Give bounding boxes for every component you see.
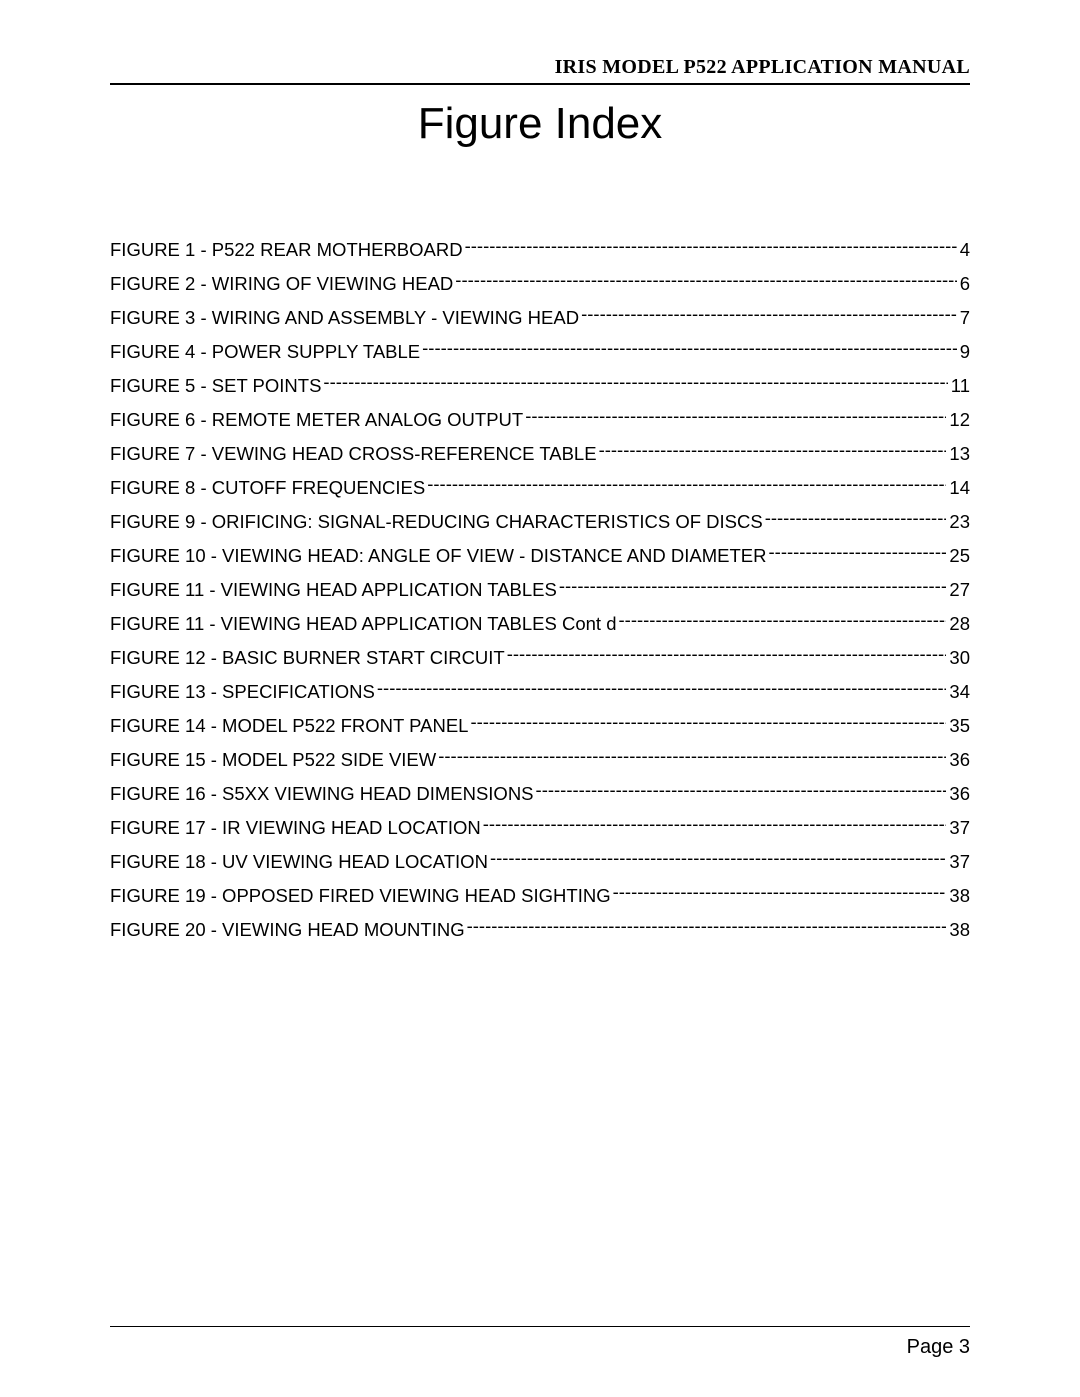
page-title: Figure Index xyxy=(110,99,970,149)
leader-dashes xyxy=(536,781,947,800)
index-row: FIGURE 4 - POWER SUPPLY TABLE 9 xyxy=(110,339,970,361)
index-row: FIGURE 19 - OPPOSED FIRED VIEWING HEAD S… xyxy=(110,883,970,905)
index-entry-label: FIGURE 1 - P522 REAR MOTHERBOARD xyxy=(110,241,465,260)
index-entry-label: FIGURE 14 - MODEL P522 FRONT PANEL xyxy=(110,717,470,736)
leader-dashes xyxy=(483,815,947,834)
index-entry-label: FIGURE 20 - VIEWING HEAD MOUNTING xyxy=(110,921,467,940)
index-row: FIGURE 14 - MODEL P522 FRONT PANEL 35 xyxy=(110,713,970,735)
index-entry-page: 12 xyxy=(946,411,970,430)
index-entry-label: FIGURE 15 - MODEL P522 SIDE VIEW xyxy=(110,751,438,770)
index-entry-page: 25 xyxy=(946,547,970,566)
page: IRIS MODEL P522 APPLICATION MANUAL Figur… xyxy=(0,0,1080,1397)
index-row: FIGURE 12 - BASIC BURNER START CIRCUIT 3… xyxy=(110,645,970,667)
index-entry-page: 37 xyxy=(946,853,970,872)
index-entry-page: 7 xyxy=(957,309,970,328)
leader-dashes xyxy=(467,917,947,936)
leader-dashes xyxy=(525,407,946,426)
index-entry-page: 23 xyxy=(946,513,970,532)
leader-dashes xyxy=(323,373,947,392)
index-entry-label: FIGURE 16 - S5XX VIEWING HEAD DIMENSIONS xyxy=(110,785,536,804)
index-entry-page: 35 xyxy=(946,717,970,736)
index-row: FIGURE 2 - WIRING OF VIEWING HEAD 6 xyxy=(110,271,970,293)
index-entry-label: FIGURE 11 - VIEWING HEAD APPLICATION TAB… xyxy=(110,581,559,600)
header-text: IRIS MODEL P522 APPLICATION MANUAL xyxy=(555,56,970,78)
index-entry-page: 38 xyxy=(946,921,970,940)
leader-dashes xyxy=(581,305,957,324)
index-entry-label: FIGURE 10 - VIEWING HEAD: ANGLE OF VIEW … xyxy=(110,547,769,566)
leader-dashes xyxy=(765,509,947,528)
index-entry-label: FIGURE 11 - VIEWING HEAD APPLICATION TAB… xyxy=(110,615,619,634)
footer-page-number: Page 3 xyxy=(907,1336,970,1359)
index-row: FIGURE 10 - VIEWING HEAD: ANGLE OF VIEW … xyxy=(110,543,970,565)
index-row: FIGURE 8 - CUTOFF FREQUENCIES 14 xyxy=(110,475,970,497)
index-entry-page: 9 xyxy=(957,343,970,362)
index-entry-page: 28 xyxy=(946,615,970,634)
index-entry-label: FIGURE 3 - WIRING AND ASSEMBLY - VIEWING… xyxy=(110,309,581,328)
index-entry-page: 14 xyxy=(946,479,970,498)
index-row: FIGURE 1 - P522 REAR MOTHERBOARD 4 xyxy=(110,237,970,259)
figure-index-list: FIGURE 1 - P522 REAR MOTHERBOARD 4FIGURE… xyxy=(110,237,970,939)
leader-dashes xyxy=(422,339,957,358)
index-entry-label: FIGURE 4 - POWER SUPPLY TABLE xyxy=(110,343,422,362)
leader-dashes xyxy=(507,645,947,664)
index-entry-page: 36 xyxy=(946,785,970,804)
index-entry-label: FIGURE 17 - IR VIEWING HEAD LOCATION xyxy=(110,819,483,838)
index-entry-label: FIGURE 8 - CUTOFF FREQUENCIES xyxy=(110,479,427,498)
index-entry-page: 11 xyxy=(948,377,970,396)
index-entry-page: 13 xyxy=(946,445,970,464)
index-entry-page: 34 xyxy=(946,683,970,702)
leader-dashes xyxy=(769,543,947,562)
index-row: FIGURE 9 - ORIFICING: SIGNAL-REDUCING CH… xyxy=(110,509,970,531)
index-entry-page: 27 xyxy=(946,581,970,600)
index-entry-label: FIGURE 12 - BASIC BURNER START CIRCUIT xyxy=(110,649,507,668)
leader-dashes xyxy=(613,883,947,902)
index-entry-label: FIGURE 19 - OPPOSED FIRED VIEWING HEAD S… xyxy=(110,887,613,906)
leader-dashes xyxy=(438,747,946,766)
index-entry-page: 30 xyxy=(946,649,970,668)
index-row: FIGURE 3 - WIRING AND ASSEMBLY - VIEWING… xyxy=(110,305,970,327)
index-entry-page: 6 xyxy=(957,275,970,294)
index-row: FIGURE 5 - SET POINTS 11 xyxy=(110,373,970,395)
leader-dashes xyxy=(427,475,946,494)
index-row: FIGURE 11 - VIEWING HEAD APPLICATION TAB… xyxy=(110,611,970,633)
index-entry-page: 37 xyxy=(946,819,970,838)
index-entry-page: 36 xyxy=(946,751,970,770)
index-entry-label: FIGURE 6 - REMOTE METER ANALOG OUTPUT xyxy=(110,411,525,430)
leader-dashes xyxy=(377,679,947,698)
leader-dashes xyxy=(455,271,956,290)
index-row: FIGURE 13 - SPECIFICATIONS 34 xyxy=(110,679,970,701)
index-entry-page: 38 xyxy=(946,887,970,906)
index-entry-page: 4 xyxy=(957,241,970,260)
index-row: FIGURE 20 - VIEWING HEAD MOUNTING 38 xyxy=(110,917,970,939)
index-row: FIGURE 7 - VEWING HEAD CROSS-REFERENCE T… xyxy=(110,441,970,463)
leader-dashes xyxy=(559,577,947,596)
leader-dashes xyxy=(470,713,946,732)
index-entry-label: FIGURE 9 - ORIFICING: SIGNAL-REDUCING CH… xyxy=(110,513,765,532)
leader-dashes xyxy=(490,849,946,868)
index-entry-label: FIGURE 13 - SPECIFICATIONS xyxy=(110,683,377,702)
index-entry-label: FIGURE 5 - SET POINTS xyxy=(110,377,323,396)
index-row: FIGURE 15 - MODEL P522 SIDE VIEW 36 xyxy=(110,747,970,769)
leader-dashes xyxy=(619,611,947,630)
index-entry-label: FIGURE 18 - UV VIEWING HEAD LOCATION xyxy=(110,853,490,872)
index-row: FIGURE 6 - REMOTE METER ANALOG OUTPUT 12 xyxy=(110,407,970,429)
index-row: FIGURE 17 - IR VIEWING HEAD LOCATION 37 xyxy=(110,815,970,837)
index-entry-label: FIGURE 7 - VEWING HEAD CROSS-REFERENCE T… xyxy=(110,445,599,464)
footer-rule xyxy=(110,1326,970,1327)
index-row: FIGURE 11 - VIEWING HEAD APPLICATION TAB… xyxy=(110,577,970,599)
index-row: FIGURE 16 - S5XX VIEWING HEAD DIMENSIONS… xyxy=(110,781,970,803)
document-header: IRIS MODEL P522 APPLICATION MANUAL xyxy=(110,56,970,85)
leader-dashes xyxy=(465,237,957,256)
index-entry-label: FIGURE 2 - WIRING OF VIEWING HEAD xyxy=(110,275,455,294)
leader-dashes xyxy=(599,441,947,460)
index-row: FIGURE 18 - UV VIEWING HEAD LOCATION 37 xyxy=(110,849,970,871)
